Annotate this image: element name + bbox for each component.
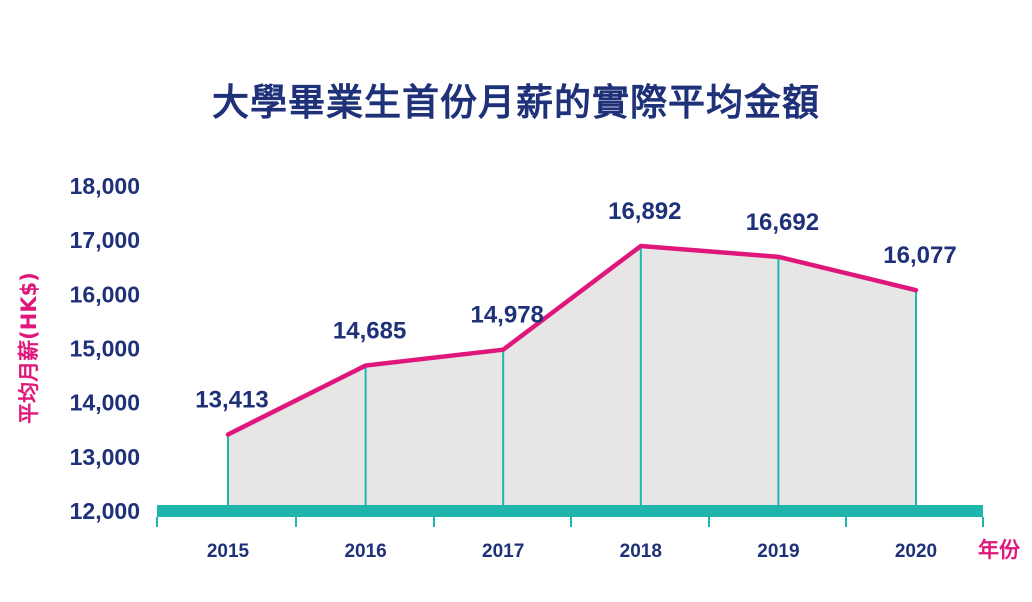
data-label: 16,692 bbox=[746, 209, 819, 236]
x-axis-label: 年份 bbox=[978, 538, 1021, 562]
x-tick-label: 2019 bbox=[757, 541, 799, 562]
chart-title: 大學畢業生首份月薪的實際平均金額 bbox=[212, 81, 820, 124]
data-label: 13,413 bbox=[195, 386, 268, 413]
y-axis-label: 平均月薪(HK$) bbox=[17, 272, 41, 424]
series-line bbox=[225, 243, 919, 437]
y-tick-label: 14,000 bbox=[70, 390, 140, 416]
x-tick-label: 2018 bbox=[620, 541, 662, 562]
y-tick-label: 13,000 bbox=[70, 444, 140, 470]
data-label: 16,892 bbox=[608, 198, 681, 225]
x-axis-baseline bbox=[157, 505, 983, 517]
y-tick-label: 18,000 bbox=[70, 173, 140, 199]
area-fill bbox=[228, 246, 916, 511]
data-label: 14,685 bbox=[333, 318, 406, 345]
data-label: 16,077 bbox=[883, 242, 956, 269]
x-tick-label: 2017 bbox=[482, 541, 524, 562]
y-tick-label: 15,000 bbox=[70, 336, 140, 362]
x-tick-label: 2015 bbox=[207, 541, 250, 562]
x-tick-label: 2016 bbox=[344, 541, 386, 562]
y-tick-label: 16,000 bbox=[70, 281, 140, 307]
x-tick-label: 2020 bbox=[895, 541, 937, 562]
y-tick-label: 17,000 bbox=[70, 227, 140, 253]
y-tick-label: 12,000 bbox=[70, 498, 140, 524]
data-label: 14,978 bbox=[470, 302, 543, 329]
